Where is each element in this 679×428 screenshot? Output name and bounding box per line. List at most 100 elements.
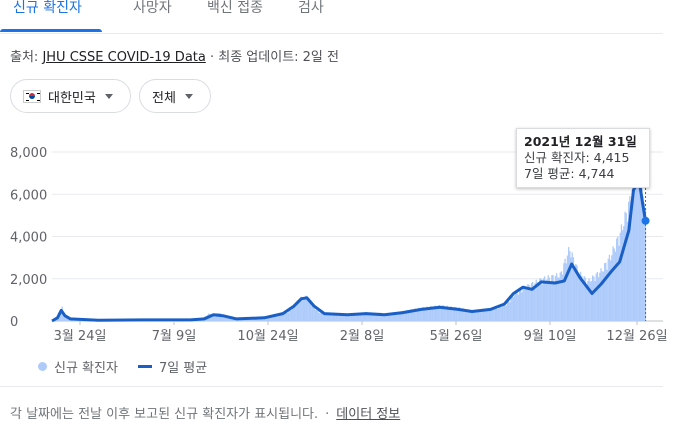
daily-case-bar bbox=[614, 251, 617, 321]
daily-case-bar bbox=[218, 312, 221, 321]
cases-chart[interactable]: 8,000 6,000 4,000 2,000 0 3월 24일 7월 9일 10월 24일 2… bbox=[0, 120, 679, 352]
daily-case-bar bbox=[320, 312, 323, 321]
daily-case-bar bbox=[634, 180, 636, 321]
daily-case-bar bbox=[575, 263, 577, 321]
daily-case-bar bbox=[358, 313, 360, 321]
daily-case-bar bbox=[353, 314, 355, 321]
daily-case-bar bbox=[538, 283, 540, 321]
daily-case-bar bbox=[611, 255, 613, 321]
tooltip-average: 7일 평균: 4,744 bbox=[524, 166, 615, 181]
daily-case-bar bbox=[354, 314, 356, 321]
daily-case-bar bbox=[620, 224, 623, 321]
tab-deaths[interactable]: 사망자 bbox=[133, 0, 172, 16]
daily-case-bar bbox=[643, 202, 645, 321]
daily-case-bar bbox=[412, 310, 414, 321]
daily-case-bar bbox=[622, 230, 624, 321]
daily-case-bar bbox=[217, 313, 219, 321]
daily-case-bar bbox=[400, 312, 402, 321]
tab-tests[interactable]: 검사 bbox=[298, 0, 324, 16]
legend-daily-swatch bbox=[38, 362, 47, 371]
daily-case-bar bbox=[464, 310, 467, 321]
daily-case-bar bbox=[462, 308, 464, 321]
daily-case-bar bbox=[463, 308, 465, 321]
active-tab-indicator bbox=[0, 29, 102, 32]
daily-case-bar bbox=[331, 315, 333, 321]
daily-case-bar bbox=[492, 308, 494, 321]
daily-case-bar bbox=[355, 314, 357, 321]
daily-case-bar bbox=[539, 278, 541, 321]
daily-case-bar bbox=[523, 285, 525, 321]
daily-case-bar bbox=[612, 246, 614, 321]
daily-case-bar bbox=[269, 317, 271, 321]
tab-vaccinations[interactable]: 백신 접종 bbox=[207, 0, 263, 16]
daily-case-bar bbox=[530, 283, 533, 321]
daily-case-bar bbox=[283, 313, 285, 321]
daily-case-bar bbox=[602, 271, 605, 321]
source-line: 출처: JHU CSSE COVID-19 Data · 최종 업데이트: 2일… bbox=[10, 46, 339, 65]
daily-case-bar bbox=[637, 159, 639, 321]
daily-case-bar bbox=[313, 306, 315, 321]
daily-case-bar bbox=[328, 314, 330, 321]
daily-case-bar bbox=[631, 189, 633, 321]
daily-case-bar bbox=[334, 314, 336, 321]
scope-dropdown[interactable]: 전체 bbox=[139, 79, 211, 113]
daily-case-bar bbox=[449, 307, 451, 321]
daily-case-bar bbox=[290, 310, 293, 321]
tab-new-cases[interactable]: 신규 확진자 bbox=[13, 0, 82, 16]
daily-case-bar bbox=[608, 254, 611, 321]
daily-case-bar bbox=[340, 315, 342, 321]
daily-case-bar bbox=[484, 309, 486, 321]
daily-case-bar bbox=[342, 315, 344, 321]
daily-case-bar bbox=[448, 307, 450, 321]
daily-case-bar bbox=[286, 312, 288, 321]
daily-case-bar bbox=[215, 314, 217, 321]
daily-case-bar bbox=[571, 252, 573, 321]
daily-case-bar bbox=[510, 298, 512, 321]
country-dropdown[interactable]: 대한민국 bbox=[10, 79, 131, 113]
daily-case-bar bbox=[494, 307, 497, 321]
daily-case-bar bbox=[546, 279, 548, 321]
daily-case-bar bbox=[306, 298, 308, 321]
daily-case-bar bbox=[330, 314, 332, 321]
daily-case-bar bbox=[379, 314, 381, 321]
daily-case-bar bbox=[421, 307, 423, 321]
daily-case-bar bbox=[569, 251, 571, 321]
daily-case-bar bbox=[366, 312, 368, 321]
daily-case-bar bbox=[419, 308, 421, 321]
daily-case-bar bbox=[499, 306, 501, 321]
daily-case-bar bbox=[529, 289, 531, 321]
daily-case-bar bbox=[374, 313, 377, 321]
daily-case-bar bbox=[382, 313, 384, 321]
daily-case-bar bbox=[577, 274, 579, 321]
x-tick-label: 2월 8일 bbox=[340, 329, 385, 344]
daily-case-bar bbox=[470, 310, 473, 321]
source-prefix: 출처: bbox=[10, 50, 43, 65]
daily-case-bar bbox=[570, 257, 572, 321]
daily-case-bar bbox=[545, 280, 547, 321]
data-info-link[interactable]: 데이터 정보 bbox=[336, 407, 401, 422]
daily-case-bar bbox=[526, 288, 528, 321]
daily-case-bar bbox=[432, 308, 434, 321]
x-tick-label: 12월 26일 bbox=[606, 329, 667, 344]
daily-case-bar bbox=[557, 277, 559, 321]
daily-case-bar bbox=[426, 306, 428, 321]
daily-case-bar bbox=[635, 181, 637, 321]
daily-case-bar bbox=[565, 263, 567, 321]
daily-case-bar bbox=[503, 305, 505, 321]
daily-case-bar bbox=[592, 275, 594, 321]
daily-case-bar bbox=[493, 308, 495, 321]
daily-case-bar bbox=[368, 312, 371, 321]
daily-case-bar bbox=[457, 307, 459, 321]
daily-case-bar bbox=[401, 311, 403, 321]
daily-case-bar bbox=[576, 265, 578, 321]
source-link[interactable]: JHU CSSE COVID-19 Data bbox=[42, 50, 206, 65]
daily-case-bar bbox=[466, 309, 468, 321]
daily-case-bar bbox=[289, 309, 291, 321]
daily-case-bar bbox=[638, 185, 641, 321]
daily-case-bar bbox=[343, 315, 345, 321]
daily-case-bar bbox=[541, 284, 543, 321]
daily-case-bar bbox=[564, 258, 566, 321]
footer-separator: · bbox=[325, 407, 330, 422]
daily-case-bar bbox=[284, 312, 287, 321]
daily-case-bar bbox=[262, 318, 264, 321]
